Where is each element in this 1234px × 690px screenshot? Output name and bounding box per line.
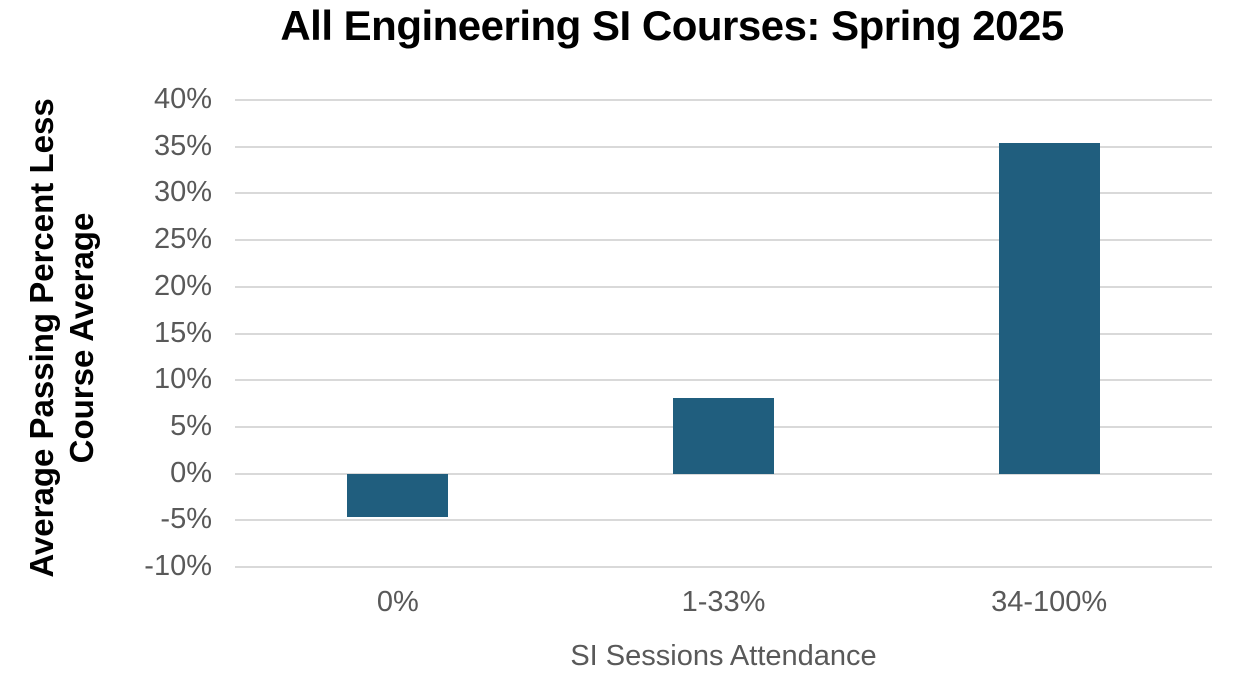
- x-tick-label: 0%: [376, 586, 419, 618]
- y-tick-label: 10%: [153, 363, 212, 396]
- plot-area: [235, 99, 1212, 568]
- gridline: [235, 379, 1212, 382]
- bar-0%: [347, 473, 449, 518]
- x-axis-ticks: 0% 1-33% 34-100%: [235, 586, 1212, 622]
- y-axis-ticks: 40% 35% 30% 25% 20% 15% 10% 5% 0% -5% -10%: [0, 0, 212, 690]
- gridline: [235, 192, 1212, 195]
- y-tick-label: 40%: [153, 83, 212, 115]
- gridline: [235, 99, 1212, 101]
- x-tick-label: 34-100%: [991, 586, 1108, 618]
- y-tick-label: 35%: [153, 129, 212, 162]
- y-tick-label: -10%: [144, 550, 212, 582]
- gridline: [235, 332, 1212, 335]
- y-tick-label: 20%: [153, 269, 212, 302]
- bar-34-100%: [998, 142, 1100, 474]
- gridline: [235, 145, 1212, 148]
- x-axis-title: SI Sessions Attendance: [570, 640, 877, 672]
- bar-1-33%: [673, 397, 774, 474]
- gridline: [235, 566, 1212, 568]
- gridline: [235, 472, 1212, 475]
- gridline: [235, 285, 1212, 288]
- x-tick-label: 1-33%: [681, 586, 766, 618]
- y-tick-label: 5%: [170, 409, 212, 442]
- y-tick-label: 0%: [170, 456, 212, 489]
- y-tick-label: -5%: [160, 503, 212, 536]
- y-tick-label: 25%: [153, 223, 212, 256]
- y-tick-label: 15%: [153, 316, 212, 349]
- gridline: [235, 519, 1212, 522]
- chart-title: All Engineering SI Courses: Spring 2025: [280, 2, 1064, 49]
- gridline: [235, 239, 1212, 242]
- y-tick-label: 30%: [153, 176, 212, 209]
